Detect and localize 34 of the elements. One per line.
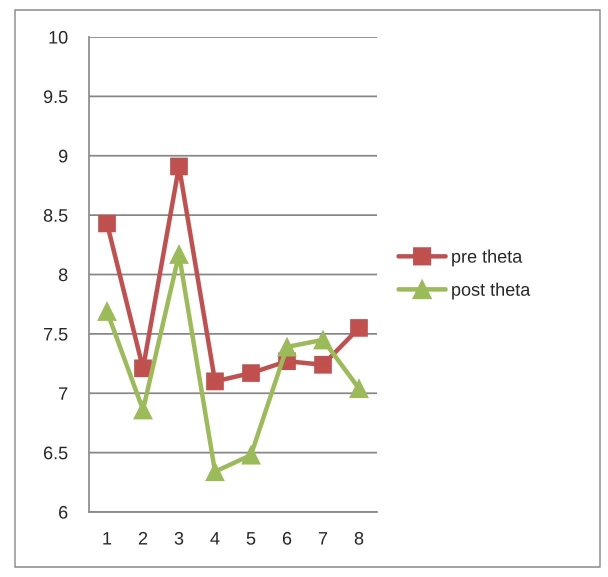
point	[206, 372, 224, 390]
point	[97, 302, 117, 321]
point	[169, 244, 189, 264]
x-tick-label: 2	[138, 532, 148, 545]
x-tick-label: 1	[103, 532, 112, 545]
x-tick-label: 5	[246, 532, 256, 545]
y-tick-label: 6	[59, 506, 68, 519]
legend-label: post theta	[452, 282, 530, 300]
point	[314, 356, 332, 374]
x-tick-label: 6	[282, 532, 292, 545]
point	[313, 330, 333, 350]
point	[241, 445, 261, 465]
x-tick-label: 4	[210, 532, 220, 545]
x-tick-label: 8	[354, 532, 364, 545]
y-tick-label: 9	[58, 150, 68, 162]
x-tick-label: 7	[318, 532, 328, 545]
legend-label: pre theta	[452, 250, 522, 266]
y-tick-label: 8	[58, 268, 68, 282]
point	[349, 378, 369, 398]
point	[205, 462, 225, 482]
point	[170, 158, 188, 176]
y-tick-label: 6.5	[44, 446, 68, 460]
point	[98, 214, 116, 232]
y-tick-label: 7.5	[44, 328, 68, 341]
point	[242, 364, 260, 382]
y-tick-label: 10	[49, 30, 68, 44]
y-tick-label: 8.5	[44, 209, 68, 222]
x-tick-label: 3	[174, 532, 184, 545]
point	[133, 400, 153, 420]
point	[134, 359, 152, 378]
point	[350, 319, 368, 337]
y-tick-label: 9.5	[44, 90, 68, 104]
point	[277, 337, 297, 356]
y-tick-label: 7	[59, 387, 68, 400]
